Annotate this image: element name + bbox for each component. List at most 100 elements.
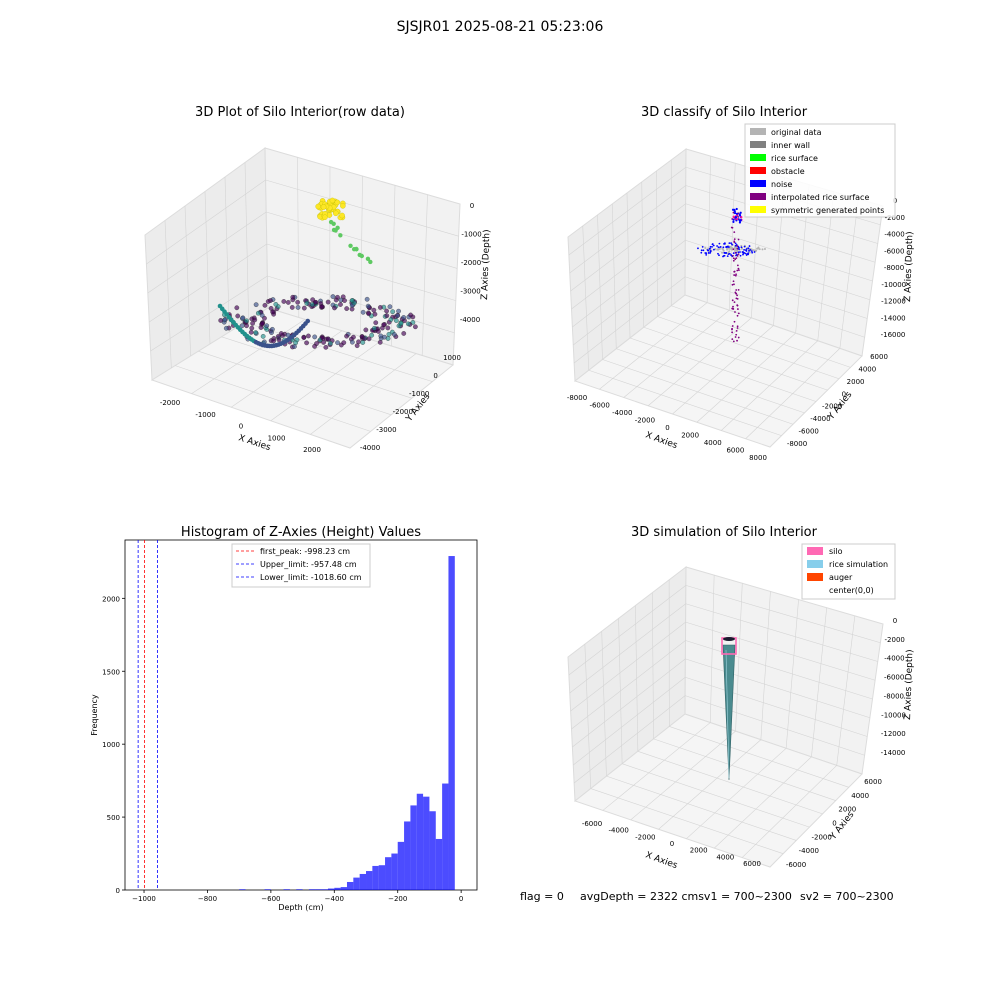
classify-point <box>736 217 739 221</box>
legend-label-0: first_peak: -998.23 cm <box>260 547 350 556</box>
panel4-x-ticks: -6000 -4000 -2000 0 2000 4000 6000 <box>582 820 761 868</box>
raw-point <box>390 309 396 315</box>
classify-point <box>745 247 748 250</box>
raw-point <box>385 325 391 331</box>
legend-swatch-6 <box>750 206 766 213</box>
histogram-bar <box>385 857 392 890</box>
classify-point <box>753 251 756 253</box>
histogram-bar <box>416 793 424 890</box>
classify-point <box>705 253 708 256</box>
gridline <box>149 243 267 323</box>
panel1-title: 3D Plot of Silo Interior(row data) <box>195 105 405 120</box>
classify-point <box>742 251 745 253</box>
raw-point <box>339 212 345 219</box>
p4-xtick-5: 4000 <box>716 853 734 861</box>
classify-point <box>723 252 726 254</box>
p1-ytick-2: -1000 <box>409 390 429 398</box>
gridline <box>244 162 249 321</box>
legend-label-0: silo <box>829 547 843 556</box>
classify-point <box>738 269 740 272</box>
raw-point <box>301 335 307 340</box>
x-tick-label-5: 0 <box>459 895 463 903</box>
gridline <box>224 176 230 333</box>
gridline <box>569 603 686 694</box>
legend-label-3: center(0,0) <box>829 586 874 595</box>
legend-swatch-1 <box>807 560 823 568</box>
histogram-bar <box>315 889 322 890</box>
classify-point <box>732 254 734 257</box>
gridline <box>572 658 686 748</box>
x-tick-label-4: −200 <box>388 895 407 903</box>
classify-point <box>754 249 757 252</box>
raw-point <box>239 323 245 329</box>
p2-xtick-3: -2000 <box>635 417 655 425</box>
p4-xtick-4: 2000 <box>690 847 708 855</box>
gridline <box>297 157 300 318</box>
legend-label-6: symmetric generated points <box>771 206 884 215</box>
p4-xtick-1: -4000 <box>608 827 628 835</box>
classify-point <box>735 297 738 300</box>
raw-point <box>252 317 258 323</box>
raw-point <box>285 300 291 305</box>
classify-point <box>743 248 745 251</box>
raw-point <box>304 340 309 346</box>
panel1-zlabel: Z Axies (Depth) <box>480 229 492 300</box>
gridline <box>572 240 686 328</box>
raw-point <box>260 334 266 339</box>
gridline <box>685 695 865 756</box>
raw-point <box>265 299 271 304</box>
classify-point <box>744 252 747 255</box>
raw-point <box>386 331 392 337</box>
classify-point <box>732 308 735 310</box>
classify-point <box>738 213 741 216</box>
classify-point <box>706 249 709 251</box>
classify-point <box>731 338 734 341</box>
p1-ytick-1: 0 <box>433 372 437 380</box>
raw-point <box>312 334 318 340</box>
p4-ztick-5: -10000 <box>881 711 906 719</box>
raw-point <box>295 299 301 305</box>
panel2-points <box>697 207 766 343</box>
gridline <box>657 316 840 380</box>
legend-swatch-2 <box>807 573 823 581</box>
panel2-legend-box <box>744 123 896 218</box>
classify-point <box>736 264 739 267</box>
classify-point <box>726 255 729 258</box>
classify-point <box>737 312 740 315</box>
p1-xtick-3: 1000 <box>268 434 286 442</box>
classify-point <box>736 314 739 317</box>
raw-point <box>269 330 274 335</box>
classify-point <box>739 254 742 257</box>
classify-point <box>732 248 735 251</box>
legend-swatch-0 <box>750 128 766 135</box>
classify-point <box>736 249 739 252</box>
classify-point <box>737 238 740 241</box>
classify-point <box>736 325 739 328</box>
classify-point <box>731 243 733 246</box>
gridline <box>696 332 796 423</box>
p2-xtick-5: 2000 <box>681 432 699 440</box>
gridline <box>685 585 881 644</box>
raw-point <box>258 325 264 330</box>
p1-xtick-1: -1000 <box>195 411 215 419</box>
gridline <box>175 365 371 432</box>
classify-point <box>736 304 739 307</box>
raw-point <box>290 294 296 300</box>
p4-ytick-3: 0 <box>832 820 836 828</box>
raw-point <box>325 299 331 305</box>
panel4-title: 3D simulation of Silo Interior <box>631 525 818 540</box>
raw-point <box>270 309 275 315</box>
classify-point <box>751 251 754 254</box>
raw-point <box>384 308 389 314</box>
panel1-gridlines <box>146 157 459 435</box>
classify-point <box>747 247 750 250</box>
p1-ytick-5: -4000 <box>360 444 380 452</box>
histogram-bar <box>239 889 246 890</box>
panel4-z-ticks: 0 -2000 -4000 -6000 -8000 -10000 -12000 -14000 <box>881 617 906 757</box>
gridline <box>653 738 836 801</box>
raw-point <box>405 321 411 327</box>
legend-label-1: inner wall <box>771 141 810 150</box>
classify-point <box>737 253 740 256</box>
panel1-z-ticks: 0 -1000 -2000 -3000 -4000 <box>460 202 482 324</box>
y-tick-label-1: 500 <box>107 814 120 822</box>
